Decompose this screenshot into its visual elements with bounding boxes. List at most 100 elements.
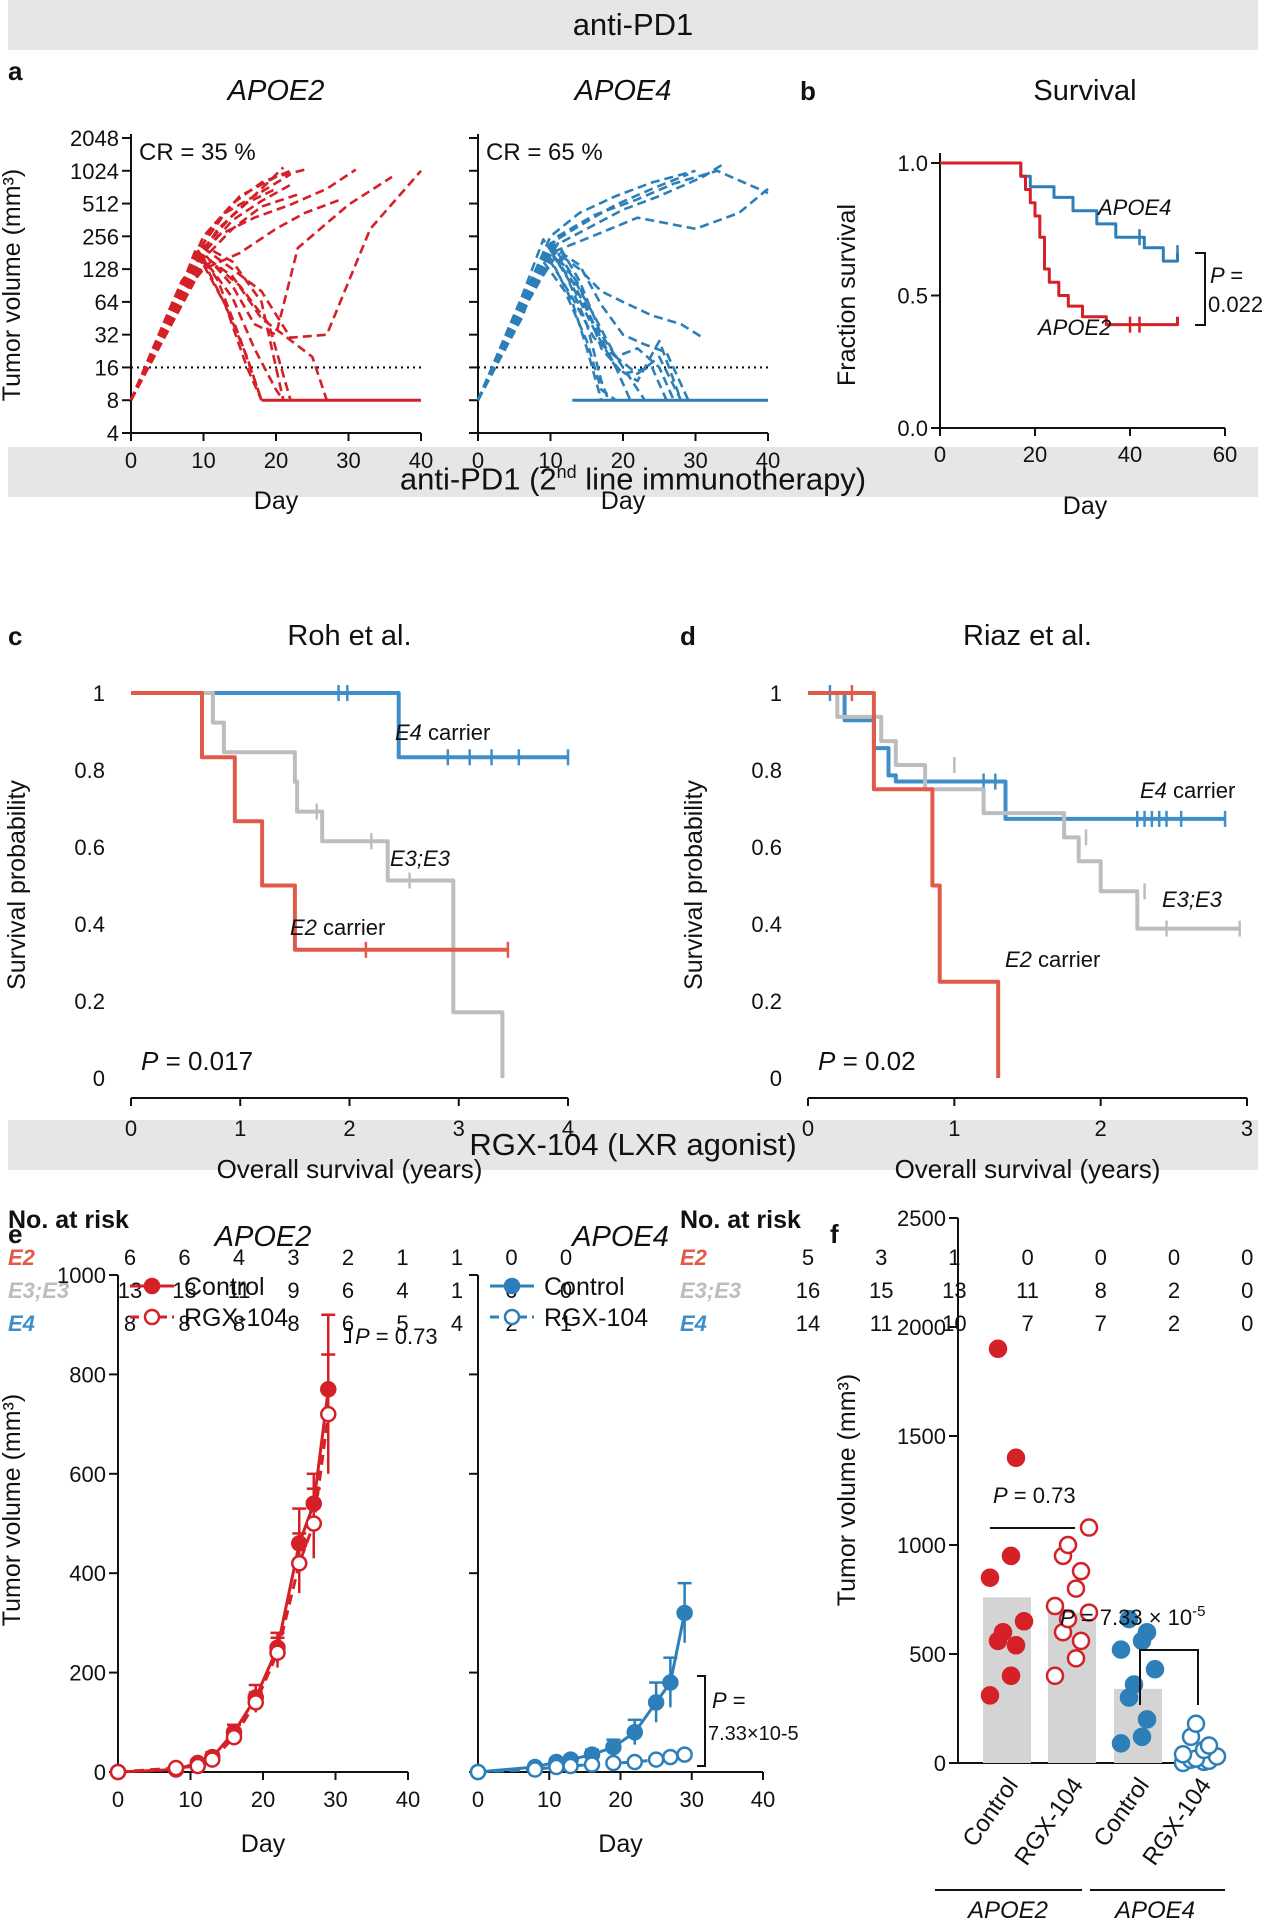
risk-count: 8: [233, 1311, 245, 1336]
mean-line: [117, 1414, 330, 1774]
p-value-label: P = 0.73: [993, 1483, 1076, 1508]
survival-curve: [131, 691, 568, 760]
y-tick-label: 400: [69, 1561, 106, 1586]
data-marker: [605, 1754, 622, 1772]
x-tick-label: 0: [112, 1787, 124, 1812]
series-label-suffix: carrier: [422, 720, 490, 745]
data-point: [1058, 1535, 1078, 1555]
risk-count: 0: [1241, 1311, 1253, 1336]
data-marker: [605, 1738, 622, 1756]
data-point: [1173, 1745, 1193, 1764]
x-axis-label: Day: [1063, 492, 1108, 520]
tumor-growth-line: [476, 162, 726, 401]
x-tick-label: 0: [472, 448, 484, 473]
tumor-growth-line: [476, 238, 610, 401]
y-tick-label: 4: [107, 421, 119, 446]
y-tick-label: 0.0: [897, 416, 928, 441]
x-tick-label: 40: [409, 448, 433, 473]
y-tick-label: 1: [770, 681, 782, 706]
risk-count: 0: [1241, 1278, 1253, 1303]
p-value-label: P = 0.73: [355, 1324, 438, 1349]
data-marker: [291, 1555, 308, 1572]
risk-count: 0: [560, 1278, 572, 1303]
risk-count: 5: [396, 1311, 408, 1336]
chart-title: Survival: [1033, 75, 1136, 107]
risk-count: 15: [869, 1278, 893, 1303]
tumor-growth-line: [129, 257, 285, 401]
data-point: [1006, 1636, 1026, 1655]
y-tick-label: 1.0: [897, 151, 928, 176]
data-point: [1001, 1546, 1021, 1566]
tumor-growth-line: [476, 173, 689, 401]
data-marker: [626, 1753, 643, 1771]
data-point: [1001, 1666, 1021, 1686]
risk-count: 10: [942, 1311, 966, 1336]
risk-count: 8: [124, 1311, 136, 1336]
survival-curve: [131, 691, 505, 1078]
data-point: [1045, 1666, 1065, 1686]
series-label: E3;E3: [390, 846, 451, 871]
panel-label: c: [8, 621, 22, 651]
series-label-apoe4: APOE4: [1096, 195, 1171, 220]
x-tick-label: 3: [1241, 1116, 1253, 1141]
p-value-number: 0.022: [1208, 292, 1263, 317]
y-tick-label: 0.6: [74, 835, 105, 860]
x-tick-label: 2: [1095, 1116, 1107, 1141]
risk-count: 6: [342, 1311, 354, 1336]
series-label-suffix: carrier: [1032, 947, 1100, 972]
data-point: [1124, 1675, 1144, 1694]
p-value-number: 7.33×10-5: [708, 1723, 799, 1745]
data-marker: [305, 1515, 322, 1532]
tumor-growth-line: [129, 263, 263, 401]
y-tick-label: 128: [82, 257, 119, 282]
y-tick-label: 2000: [897, 1315, 946, 1340]
risk-count: 1: [560, 1311, 572, 1336]
subplot-title: APOE4: [573, 75, 672, 107]
data-point: [988, 1339, 1008, 1359]
x-axis-label: Overall survival (years): [895, 1154, 1161, 1184]
panel-label: f: [830, 1219, 839, 1249]
section-title-pre: anti-PD1 (2: [399, 461, 557, 497]
data-marker: [583, 1756, 601, 1773]
y-axis-label: Tumor volume (mm³): [0, 1394, 26, 1626]
data-point: [1111, 1640, 1131, 1659]
y-tick-label: 0.6: [751, 835, 782, 860]
p-value-number: = 7.33 × 10: [1075, 1605, 1192, 1630]
legend-label: Control: [544, 1273, 625, 1301]
y-axis-label: Tumor volume (mm³): [833, 1374, 861, 1606]
chart-title: Roh et al.: [287, 620, 411, 652]
tumor-growth-line: [476, 244, 690, 401]
data-point: [1186, 1714, 1206, 1734]
p-value-number: = 0.73: [370, 1324, 438, 1349]
y-tick-label: 16: [95, 355, 119, 380]
x-tick-label: 20: [1023, 442, 1047, 467]
p-value-number: = 0.02: [835, 1046, 915, 1076]
group-label: APOE4: [1113, 1897, 1195, 1920]
y-tick-label: 200: [69, 1661, 106, 1686]
data-marker: [204, 1751, 221, 1768]
subplot-title: APOE4: [570, 1221, 669, 1253]
data-point: [1071, 1631, 1091, 1651]
tumor-growth-line: [129, 175, 393, 401]
risk-count: 9: [287, 1278, 299, 1303]
y-tick-label: 32: [95, 323, 119, 348]
section-header-second-line: anti-PD1 (2nd line immunotherapy): [8, 447, 1258, 497]
risk-count: 4: [233, 1245, 245, 1270]
panel-label: d: [680, 621, 696, 651]
x-tick-label: 4: [562, 1116, 574, 1141]
risk-count: 1: [451, 1245, 463, 1270]
section-title: anti-PD1: [572, 7, 694, 42]
p-value-label: P = 0.017: [141, 1046, 253, 1076]
x-tick-label: 30: [336, 448, 360, 473]
data-marker: [247, 1694, 264, 1711]
x-tick-label: 3: [453, 1116, 465, 1141]
data-marker: [662, 1674, 679, 1691]
risk-count: 11: [1016, 1278, 1039, 1303]
mean-line: [477, 1612, 687, 1774]
y-tick-label: 1000: [897, 1533, 946, 1558]
y-tick-label: 1024: [70, 159, 119, 184]
y-tick-label: 0.8: [74, 758, 105, 783]
risk-count: 0: [1241, 1245, 1253, 1270]
legend-marker: [143, 1277, 161, 1295]
